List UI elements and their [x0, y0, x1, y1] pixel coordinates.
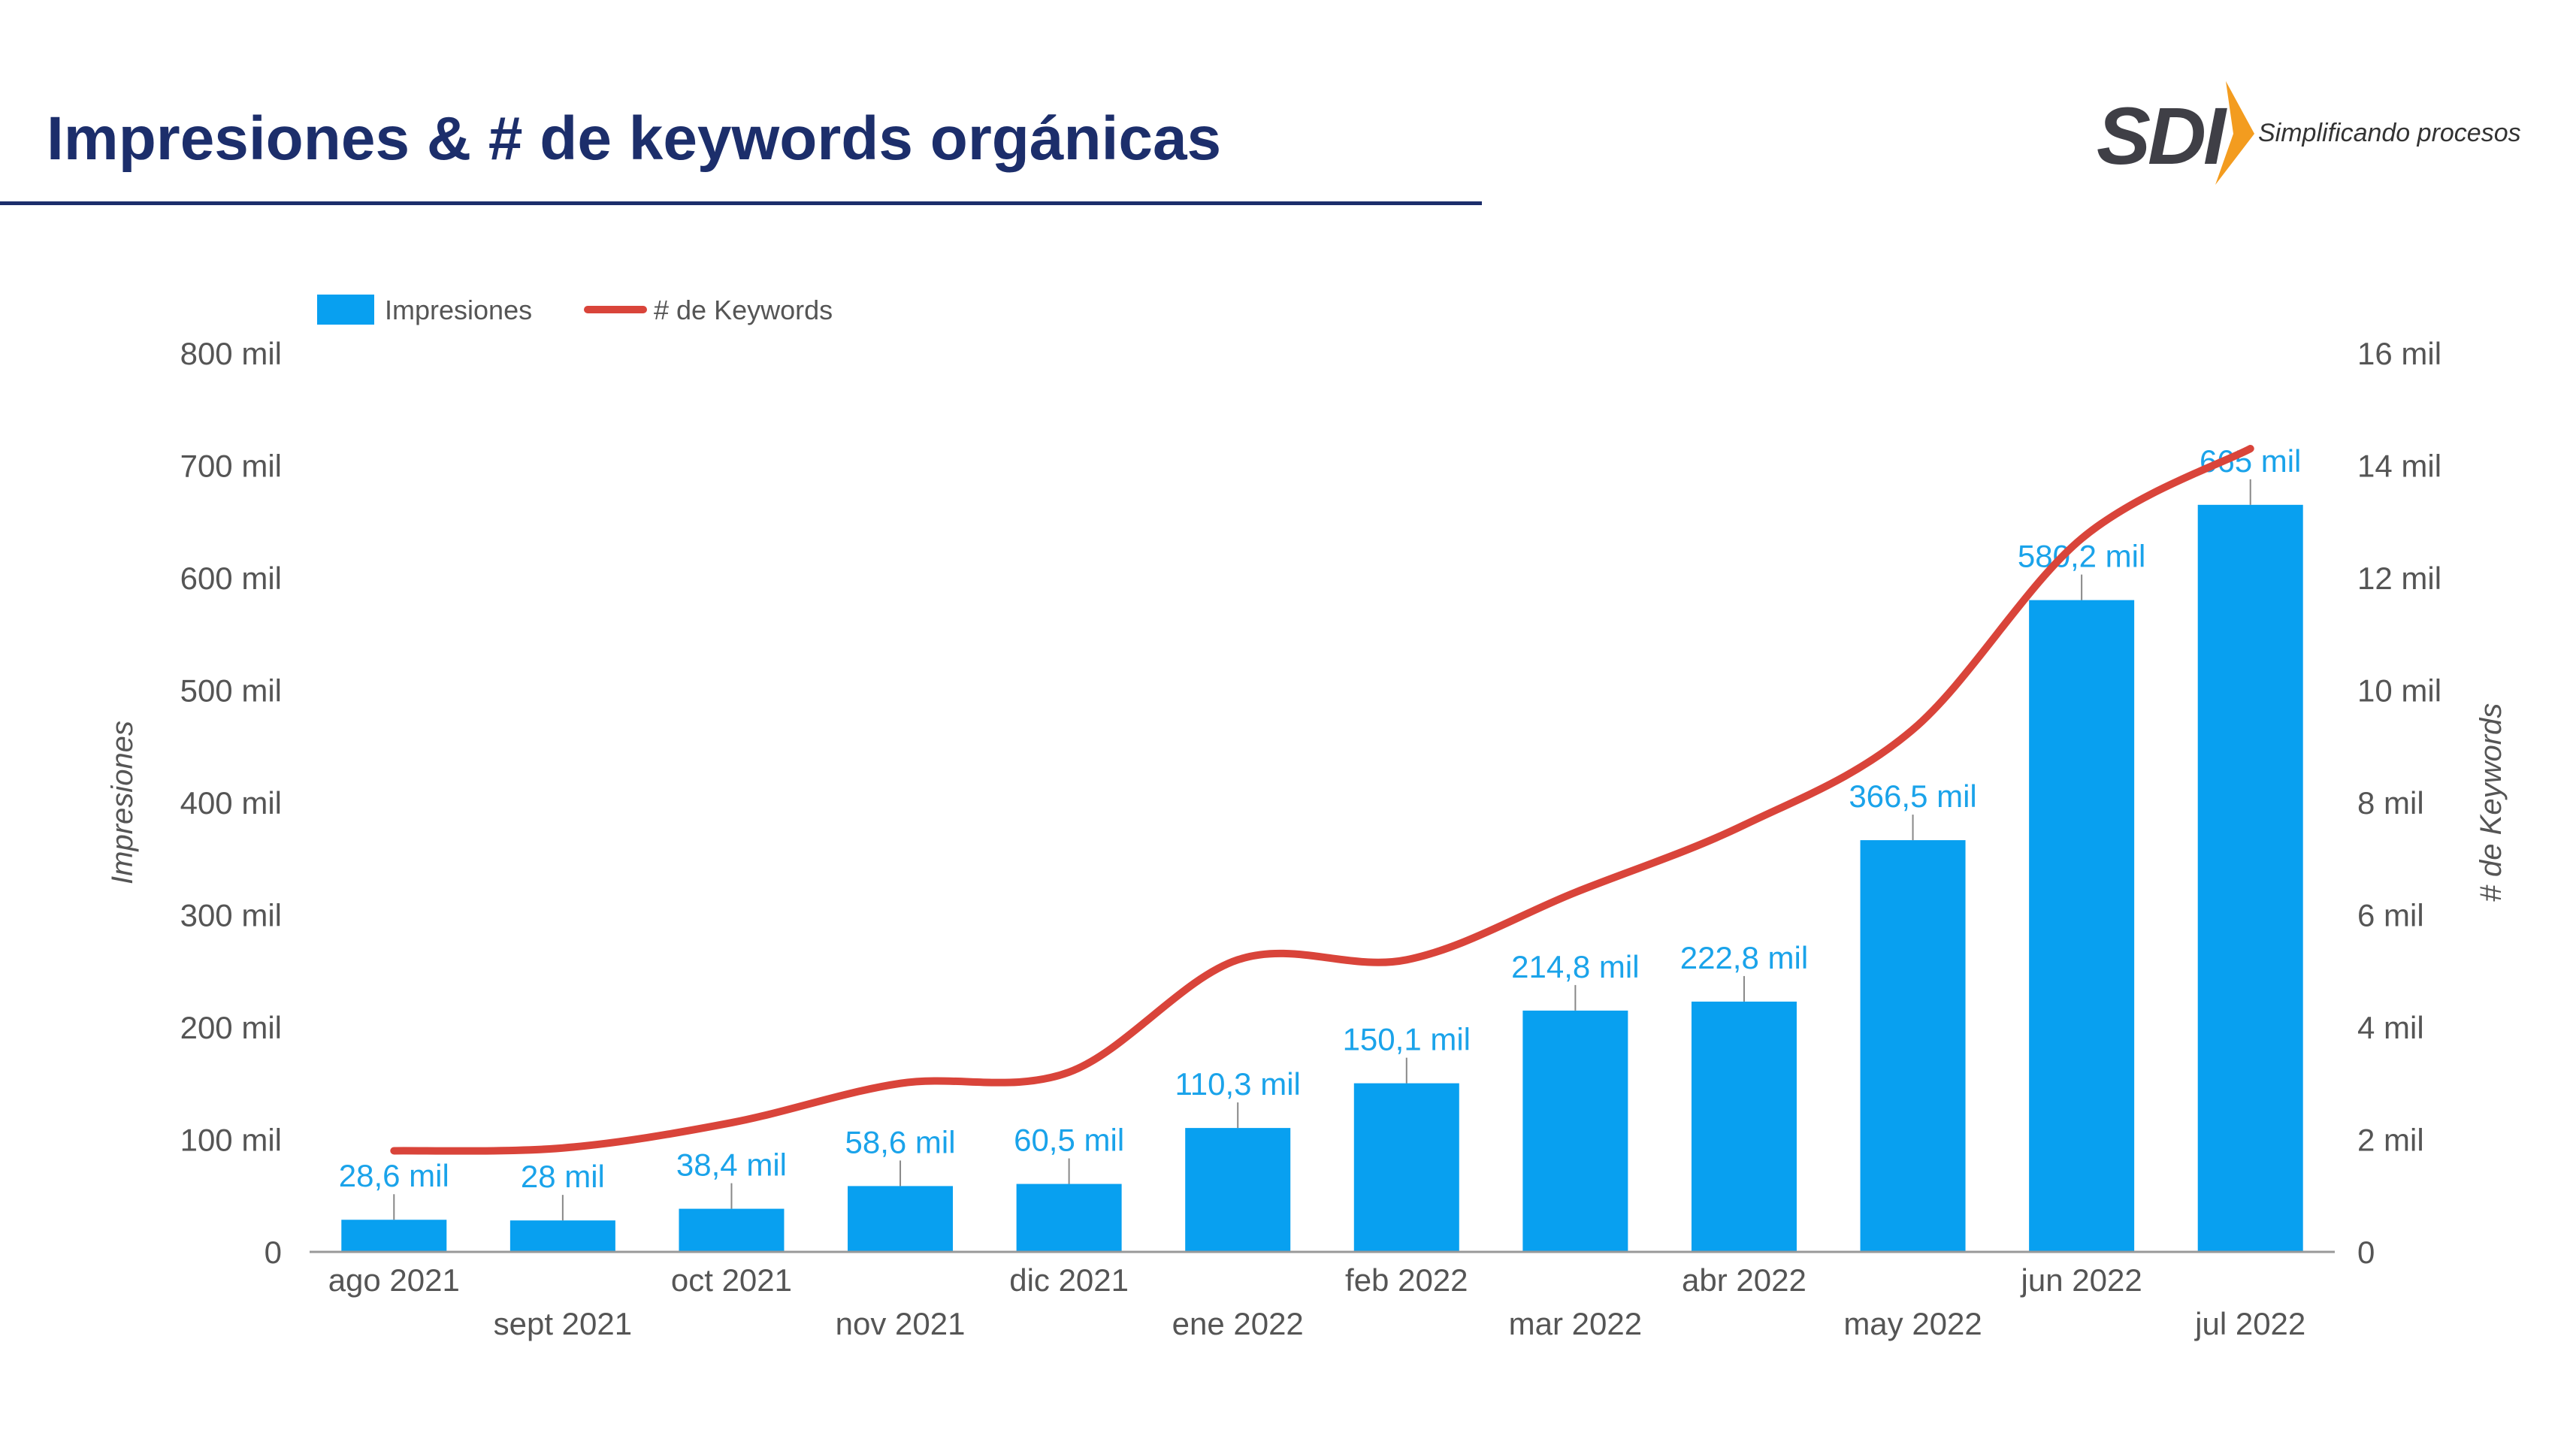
x-axis-tick-label: ene 2022: [1172, 1306, 1304, 1341]
right-axis-ticks: 0 2 mil 4 mil 6 mil 8 mil 10 mil 12 mil 14 mil 1…: [2357, 336, 2441, 1270]
bar-impresiones: [848, 1186, 954, 1252]
bar-impresiones: [679, 1208, 785, 1252]
title-divider: [0, 201, 1482, 205]
x-axis-tick-label: dic 2021: [1009, 1262, 1129, 1298]
bar-data-labels: 28,6 mil 28 mil 38,4 mil 58,6 mil 60,5 mil 11…: [339, 443, 2301, 1221]
bar-data-label: 58,6 mil: [845, 1124, 956, 1159]
left-axis-tick-label: 500 mil: [180, 673, 282, 709]
bar-data-label: 214,8 mil: [1511, 949, 1639, 984]
bar-impresiones: [1522, 1010, 1628, 1252]
x-axis-tick-label: oct 2021: [671, 1262, 792, 1298]
logo-letters: SDI: [2097, 90, 2226, 181]
bar-series: [341, 504, 2303, 1252]
right-axis-tick-label: 0: [2357, 1235, 2375, 1270]
bar-data-label: 28,6 mil: [339, 1158, 449, 1193]
bar-impresiones: [341, 1220, 447, 1252]
chart-legend: Impresiones # de Keywords: [317, 295, 833, 325]
bar-impresiones: [509, 1220, 615, 1252]
bar-data-label: 28 mil: [521, 1159, 605, 1194]
legend-swatch-impresiones: [317, 295, 374, 325]
page-title: Impresiones & # de keywords orgánicas: [47, 104, 1222, 173]
x-axis-ticks: ago 2021 sept 2021 oct 2021 nov 2021 dic 202…: [328, 1262, 2306, 1341]
right-axis-tick-label: 12 mil: [2357, 561, 2441, 596]
left-axis-ticks: 0 100 mil 200 mil 300 mil 400 mil 500 mil 600 …: [180, 336, 282, 1270]
left-axis-tick-label: 400 mil: [180, 785, 282, 821]
left-axis-title: Impresiones: [106, 721, 139, 884]
logo-tagline: Simplificando procesos: [2258, 119, 2521, 147]
x-axis-tick-label: jun 2022: [2020, 1262, 2142, 1298]
bar-data-label: 150,1 mil: [1343, 1022, 1471, 1057]
right-axis-tick-label: 8 mil: [2357, 785, 2424, 821]
legend-label-keywords: # de Keywords: [654, 295, 833, 325]
bar-impresiones: [1185, 1128, 1291, 1252]
bar-data-label: 60,5 mil: [1014, 1123, 1124, 1158]
left-axis-tick-label: 200 mil: [180, 1010, 282, 1045]
left-axis-tick-label: 800 mil: [180, 336, 282, 371]
x-axis-tick-label: jul 2022: [2194, 1306, 2305, 1341]
left-axis-tick-label: 0: [265, 1235, 282, 1270]
right-axis-tick-label: 4 mil: [2357, 1010, 2424, 1045]
x-axis-tick-label: nov 2021: [836, 1306, 966, 1341]
bar-impresiones: [1353, 1083, 1459, 1252]
bar-impresiones: [2029, 600, 2135, 1252]
left-axis-tick-label: 300 mil: [180, 898, 282, 933]
x-axis-tick-label: abr 2022: [1682, 1262, 1807, 1298]
right-axis-tick-label: 14 mil: [2357, 449, 2441, 484]
sdi-arrow-logo-icon: [2215, 81, 2254, 185]
right-axis-tick-label: 6 mil: [2357, 898, 2424, 933]
bar-data-label: 580,2 mil: [2018, 539, 2145, 574]
left-axis-tick-label: 700 mil: [180, 449, 282, 484]
bar-impresiones: [2197, 504, 2303, 1252]
bar-data-label: 38,4 mil: [676, 1147, 787, 1183]
right-axis-tick-label: 10 mil: [2357, 673, 2441, 709]
legend-label-impresiones: Impresiones: [385, 295, 532, 325]
left-axis-tick-label: 600 mil: [180, 561, 282, 596]
keywords-line: [390, 445, 2254, 1155]
right-axis-title: # de Keywords: [2475, 703, 2508, 902]
x-axis-tick-label: ago 2021: [328, 1262, 460, 1298]
bar-impresiones: [1016, 1184, 1122, 1252]
bar-impresiones: [1860, 840, 1966, 1252]
bar-data-label: 366,5 mil: [1849, 778, 1976, 814]
bar-data-label: 110,3 mil: [1175, 1066, 1301, 1102]
bar-impresiones: [1691, 1001, 1797, 1252]
right-axis-tick-label: 16 mil: [2357, 336, 2441, 371]
x-axis-tick-label: mar 2022: [1509, 1306, 1642, 1341]
x-axis-tick-label: feb 2022: [1345, 1262, 1468, 1298]
bar-data-label: 222,8 mil: [1680, 940, 1808, 975]
left-axis-tick-label: 100 mil: [180, 1123, 282, 1158]
x-axis-tick-label: sept 2021: [494, 1306, 633, 1341]
x-axis-tick-label: may 2022: [1843, 1306, 1982, 1341]
right-axis-tick-label: 2 mil: [2357, 1123, 2424, 1158]
